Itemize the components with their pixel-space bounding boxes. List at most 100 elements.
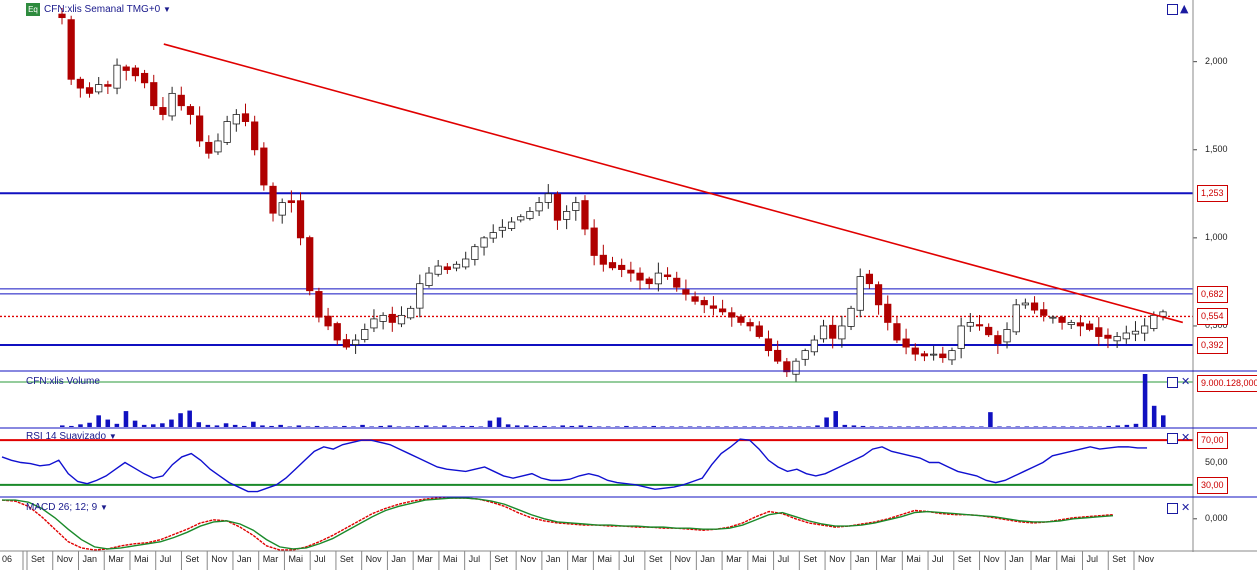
volume-bar: [205, 424, 211, 427]
volume-bar: [487, 420, 493, 427]
month-label: Mar: [108, 554, 124, 564]
volume-bar: [314, 425, 320, 427]
candle-body: [1049, 316, 1057, 319]
candle-body: [342, 339, 351, 348]
volume-bar: [514, 425, 520, 427]
candle-body: [223, 121, 231, 143]
y-tick-label: 2,000: [1205, 55, 1228, 66]
candle-body: [948, 350, 956, 361]
candle-body: [902, 338, 910, 348]
volume-bar: [241, 425, 247, 427]
volume-bar: [1151, 405, 1157, 427]
volume-bar: [332, 426, 338, 427]
volume-bar: [1124, 424, 1130, 427]
volume-bar: [1015, 426, 1020, 427]
volume-bar: [860, 425, 866, 427]
volume-bar: [787, 426, 793, 427]
volume-bar: [988, 412, 993, 427]
volume-bar: [251, 421, 256, 427]
close-icon[interactable]: ✕: [1181, 501, 1191, 514]
candle-body: [608, 262, 617, 269]
candle-body: [278, 202, 286, 216]
volume-bar: [323, 426, 329, 427]
candle-body: [544, 193, 552, 203]
candle-body: [1095, 327, 1103, 337]
candle-body: [76, 78, 84, 89]
maximize-icon[interactable]: [1167, 433, 1178, 444]
month-label: Jul: [159, 554, 172, 564]
candle-body: [443, 266, 451, 270]
volume-bar: [642, 426, 647, 427]
candle-body: [416, 283, 424, 309]
price-panel: [0, 8, 1197, 383]
candle-body: [1122, 332, 1130, 340]
volume-bar: [969, 426, 975, 427]
chevron-down-icon[interactable]: ▼: [99, 503, 108, 512]
chevron-down-icon[interactable]: ▼: [108, 432, 117, 441]
volume-bar: [160, 423, 165, 427]
maximize-icon[interactable]: [1167, 4, 1178, 15]
volume-bar: [760, 426, 766, 427]
eq-icon[interactable]: Eq: [26, 3, 40, 16]
candle-body: [260, 147, 268, 186]
volume-bar: [869, 426, 875, 427]
macd-title[interactable]: MACD 26; 12; 9 ▼: [26, 502, 108, 513]
month-label: Jan: [545, 554, 561, 564]
volume-bar: [997, 426, 1002, 427]
volume-bar: [287, 426, 293, 427]
candle-body: [452, 263, 461, 269]
candle-body: [1113, 336, 1121, 342]
volume-bar: [906, 426, 911, 427]
candle-body: [874, 284, 883, 306]
volume-title: CFN:xlis Volume: [26, 376, 100, 387]
y-tick-label: 0,000: [1205, 512, 1228, 523]
alert-icon[interactable]: ▲: [1180, 2, 1189, 15]
month-label: Mar: [262, 554, 279, 564]
candle-body: [764, 338, 773, 352]
rsi-line: [1, 438, 1148, 493]
candle-body: [975, 324, 984, 327]
close-icon[interactable]: ✕: [1181, 375, 1191, 388]
volume-bar: [888, 426, 893, 427]
candle-body: [920, 353, 929, 357]
volume-max-tag: 9.000.128,000: [1197, 375, 1257, 392]
price-level-tag: 0,392: [1197, 336, 1228, 354]
candle-body: [911, 347, 919, 355]
volume-bar: [214, 425, 220, 427]
candle-body: [563, 211, 571, 220]
volume-bar: [405, 426, 411, 427]
month-label: Nov: [1138, 554, 1155, 564]
month-label: Mar: [880, 554, 897, 564]
chevron-down-icon[interactable]: ▼: [163, 5, 171, 14]
candle-body: [645, 278, 653, 285]
candle-body: [471, 246, 479, 260]
price-level-tag: 1,253: [1197, 185, 1228, 203]
month-label: Mai: [288, 554, 303, 564]
candle-body: [856, 276, 864, 311]
maximize-icon[interactable]: [1167, 503, 1178, 514]
candle-body: [1067, 322, 1075, 325]
month-label: Set: [1112, 554, 1126, 564]
candle-body: [379, 314, 387, 322]
price-chart-title[interactable]: CFN:xlis Semanal TMG+0 ▼: [44, 4, 171, 15]
volume-bar: [278, 424, 283, 427]
candle-body: [287, 200, 295, 204]
candle-body: [994, 335, 1002, 344]
volume-bar: [269, 425, 274, 427]
candle-body: [407, 307, 415, 319]
candle-body: [627, 269, 635, 274]
close-icon[interactable]: ✕: [1181, 431, 1191, 444]
rsi-title[interactable]: RSI 14 Suavizado ▼: [26, 431, 117, 442]
month-label: Jan: [1009, 554, 1024, 564]
candle-body: [728, 312, 736, 318]
volume-bar: [651, 425, 656, 427]
volume-bar: [141, 424, 147, 427]
month-label: Nov: [56, 554, 73, 564]
volume-bar: [60, 425, 65, 427]
month-label: Set: [957, 554, 972, 564]
maximize-icon[interactable]: [1167, 377, 1178, 388]
volume-bar: [587, 425, 593, 427]
volume-bar: [533, 425, 538, 427]
volume-bar: [1033, 426, 1039, 427]
